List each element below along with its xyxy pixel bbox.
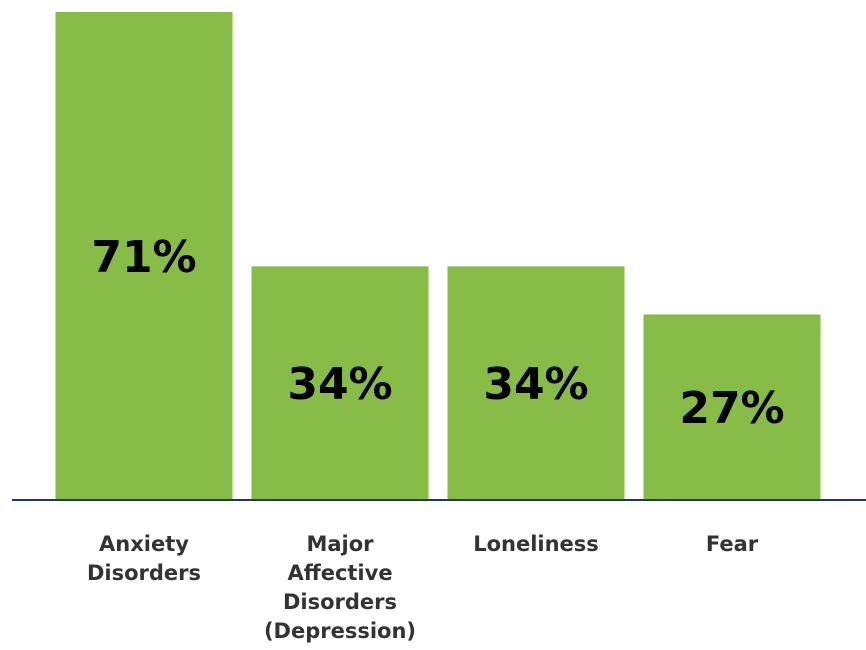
bars-group: 71% 34% 34% 27% [55, 12, 821, 500]
category-label-1-line-0: Major [306, 532, 374, 556]
category-label-0-line-0: Anxiety [99, 532, 189, 556]
bar-value-label-1: 34% [287, 359, 392, 410]
bar-0 [55, 12, 233, 500]
bar-3 [643, 314, 821, 500]
category-label-2-line-0: Loneliness [473, 532, 599, 556]
bar-1 [251, 266, 429, 500]
bar-value-label-3: 27% [679, 383, 784, 434]
bar-2 [447, 266, 625, 500]
category-label-3-line-0: Fear [706, 532, 759, 556]
bar-value-label-2: 34% [483, 359, 588, 410]
category-labels-group: Anxiety Disorders Major Affective Disorders (… [87, 532, 759, 643]
bar-value-label-0: 71% [91, 232, 196, 283]
category-label-1-line-2: Disorders [283, 590, 397, 614]
category-label-1-line-1: Affective [287, 561, 392, 585]
category-label-0-line-1: Disorders [87, 561, 201, 585]
category-label-1-line-3: (Depression) [264, 619, 416, 643]
